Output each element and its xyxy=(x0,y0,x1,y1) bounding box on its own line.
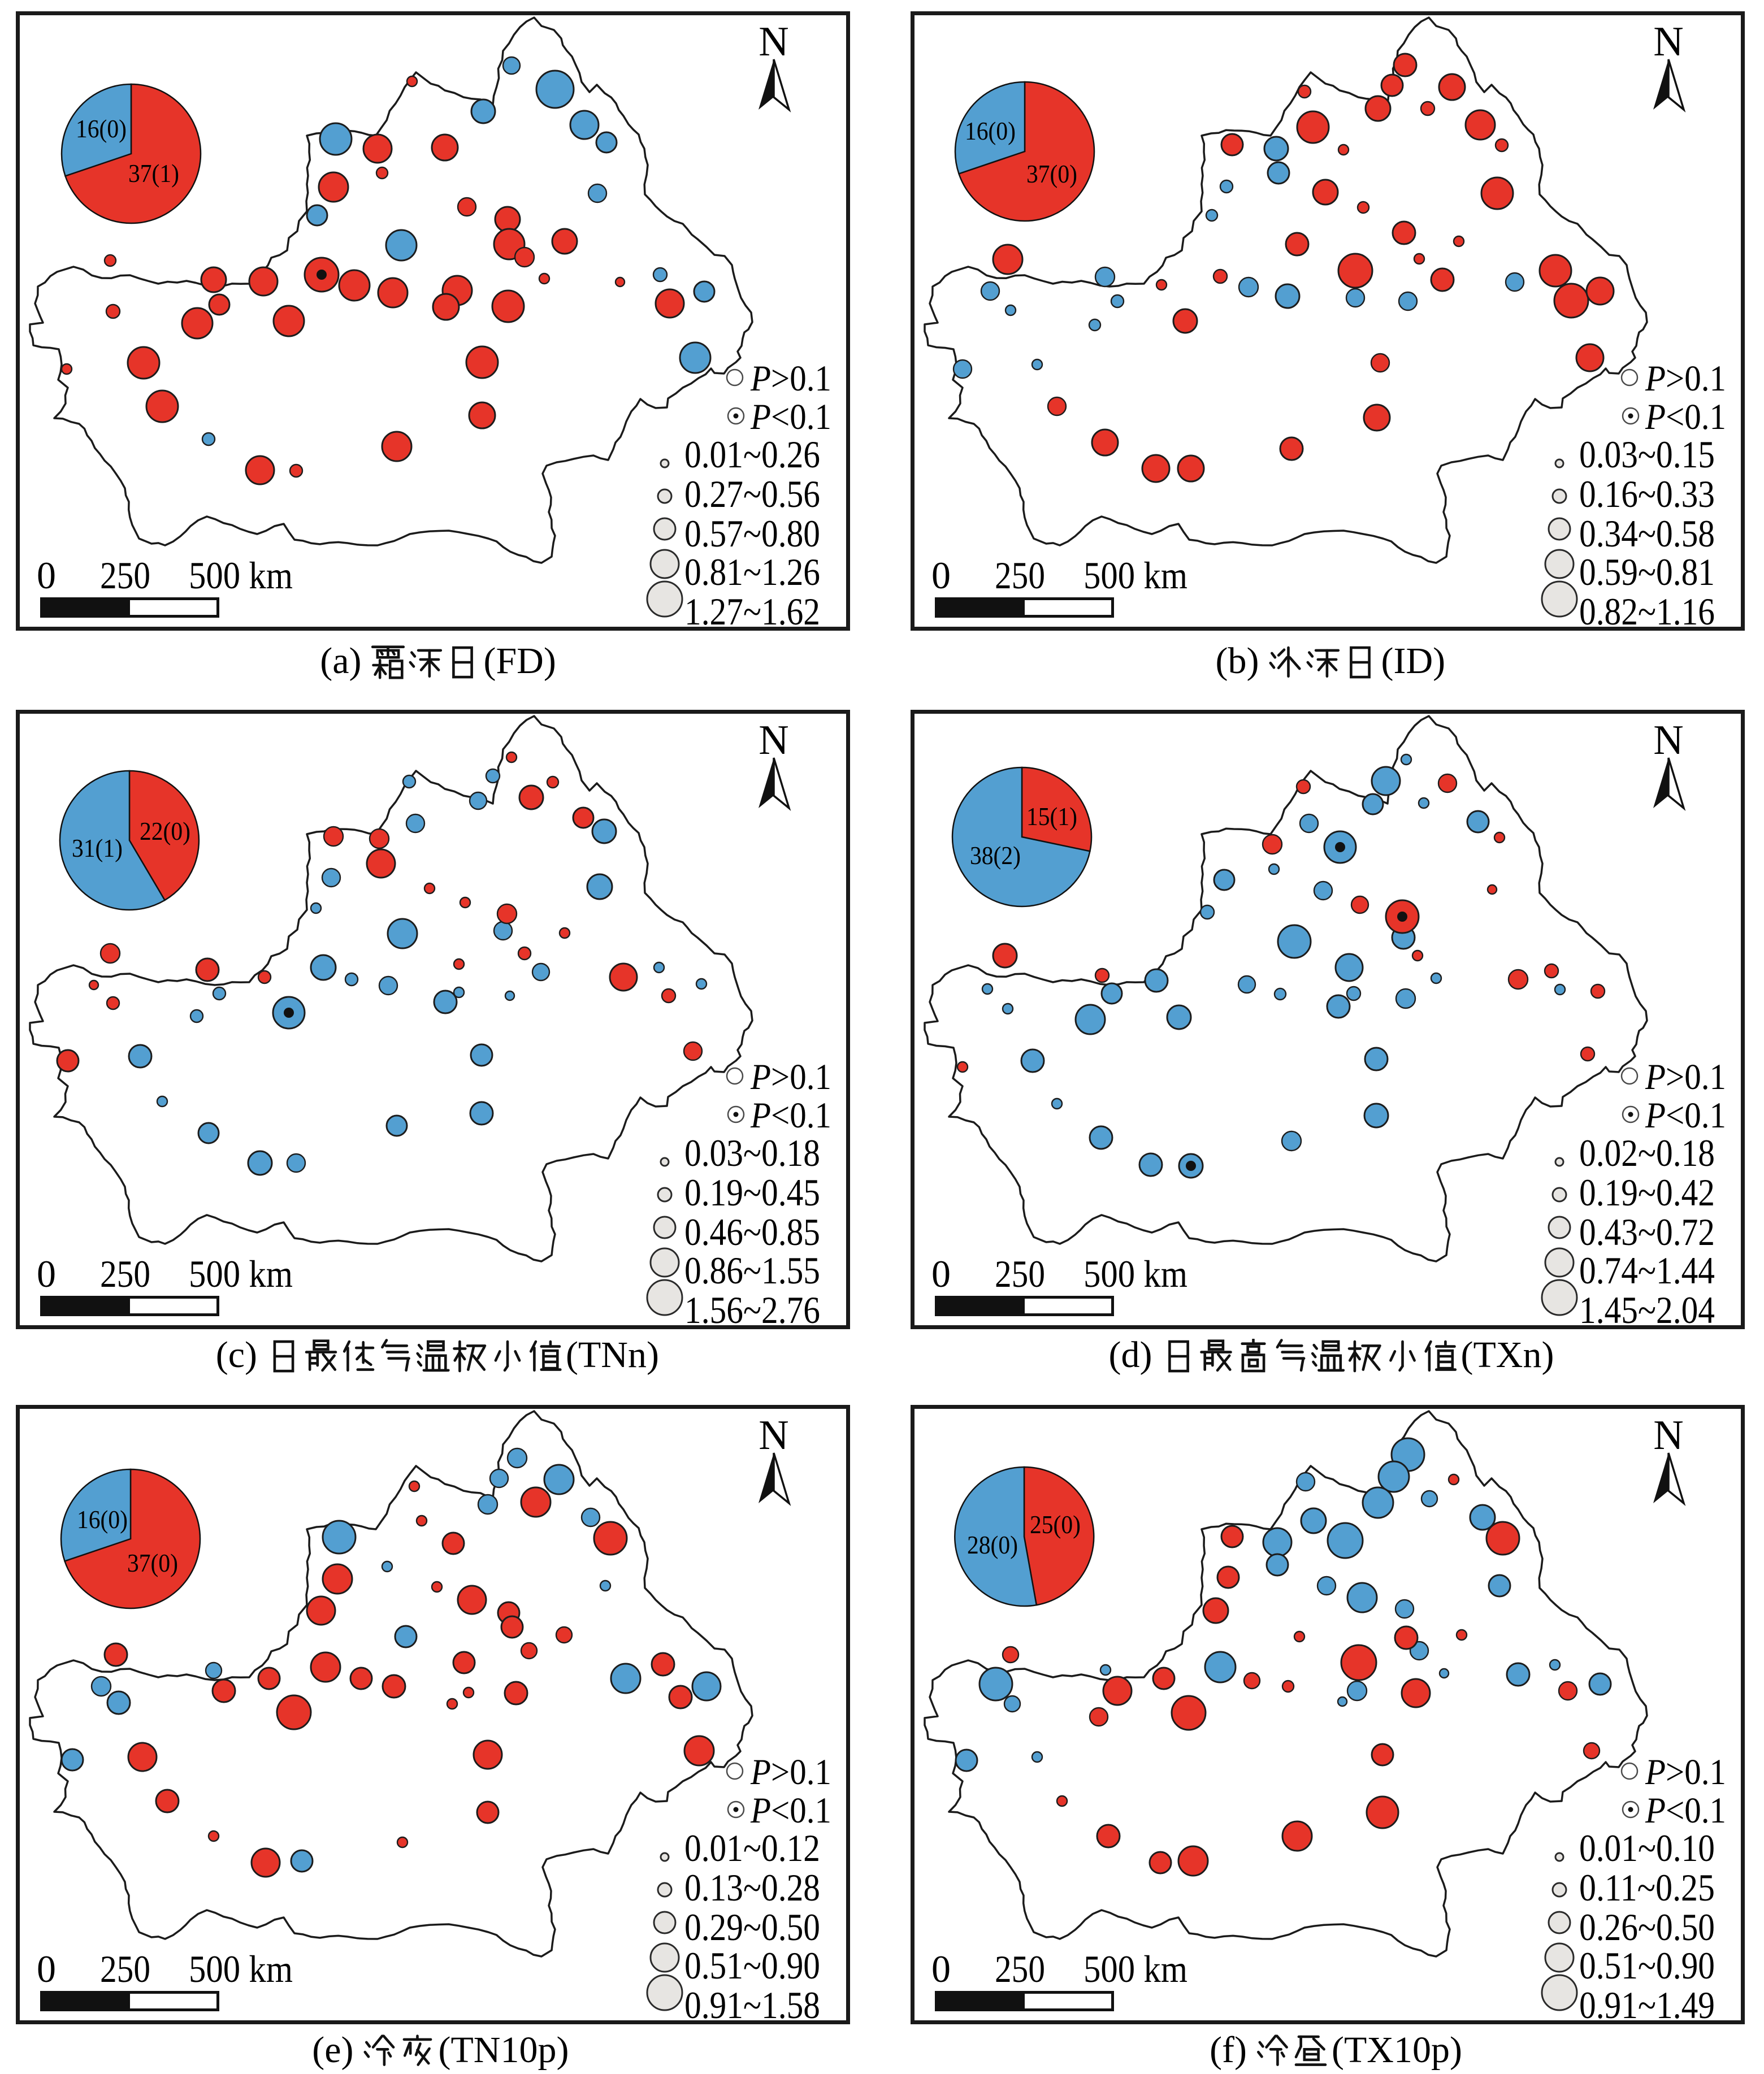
svg-text:16(0): 16(0) xyxy=(77,1505,128,1534)
svg-text:0.27~0.56: 0.27~0.56 xyxy=(684,472,820,515)
svg-text:0.51~0.90: 0.51~0.90 xyxy=(1579,1944,1715,1987)
svg-text:0.86~1.55: 0.86~1.55 xyxy=(684,1249,820,1292)
svg-text:1.27~1.62: 1.27~1.62 xyxy=(684,590,820,631)
svg-text:0.03~0.15: 0.03~0.15 xyxy=(1579,433,1715,476)
svg-text:38(2): 38(2) xyxy=(970,841,1021,870)
svg-text:(e): (e) xyxy=(312,2034,353,2071)
svg-text:0.03~0.18: 0.03~0.18 xyxy=(684,1131,820,1174)
svg-text:15(1): 15(1) xyxy=(1026,802,1077,831)
svg-text:0.16~0.33: 0.16~0.33 xyxy=(1579,472,1715,515)
svg-text:37(0): 37(0) xyxy=(127,1548,178,1577)
svg-text:0.01~0.12: 0.01~0.12 xyxy=(684,1826,820,1869)
svg-text:(a): (a) xyxy=(320,645,361,682)
svg-text:1.56~2.76: 1.56~2.76 xyxy=(684,1288,820,1329)
svg-text:0.29~0.50: 0.29~0.50 xyxy=(684,1906,820,1949)
svg-text:37(1): 37(1) xyxy=(128,159,179,188)
svg-text:0.26~0.50: 0.26~0.50 xyxy=(1579,1906,1715,1949)
svg-text:1.45~2.04: 1.45~2.04 xyxy=(1579,1288,1715,1329)
svg-text:25(0): 25(0) xyxy=(1030,1510,1081,1539)
svg-text:0.11~0.25: 0.11~0.25 xyxy=(1579,1866,1715,1909)
svg-text:0.91~1.49: 0.91~1.49 xyxy=(1579,1984,1715,2024)
svg-text:0.51~0.90: 0.51~0.90 xyxy=(684,1944,820,1987)
svg-text:(c): (c) xyxy=(216,1339,257,1376)
svg-text:16(0): 16(0) xyxy=(965,116,1016,145)
svg-text:31(1): 31(1) xyxy=(72,834,123,862)
svg-text:(TNn): (TNn) xyxy=(566,1339,659,1376)
svg-text:(FD): (FD) xyxy=(484,645,556,682)
svg-text:0.74~1.44: 0.74~1.44 xyxy=(1579,1249,1715,1292)
svg-text:(TX10p): (TX10p) xyxy=(1332,2034,1462,2071)
svg-text:0.19~0.42: 0.19~0.42 xyxy=(1579,1171,1715,1214)
svg-text:0.59~0.81: 0.59~0.81 xyxy=(1579,550,1715,593)
svg-text:37(0): 37(0) xyxy=(1026,159,1077,188)
svg-text:(f): (f) xyxy=(1210,2034,1247,2071)
svg-text:0.01~0.10: 0.01~0.10 xyxy=(1579,1826,1715,1869)
svg-text:(ID): (ID) xyxy=(1381,645,1446,682)
svg-text:0.81~1.26: 0.81~1.26 xyxy=(684,550,820,593)
svg-text:0.43~0.72: 0.43~0.72 xyxy=(1579,1210,1715,1253)
svg-text:0.01~0.26: 0.01~0.26 xyxy=(684,433,820,476)
svg-text:0.91~1.58: 0.91~1.58 xyxy=(684,1984,820,2024)
svg-text:(b): (b) xyxy=(1216,645,1259,682)
svg-text:0.57~0.80: 0.57~0.80 xyxy=(684,512,820,555)
svg-text:0.02~0.18: 0.02~0.18 xyxy=(1579,1131,1715,1174)
svg-text:0.82~1.16: 0.82~1.16 xyxy=(1579,590,1715,631)
svg-text:(TXn): (TXn) xyxy=(1461,1339,1554,1376)
svg-text:22(0): 22(0) xyxy=(140,817,190,845)
svg-text:0.13~0.28: 0.13~0.28 xyxy=(684,1866,820,1909)
svg-text:0.19~0.45: 0.19~0.45 xyxy=(684,1171,820,1214)
svg-text:0.46~0.85: 0.46~0.85 xyxy=(684,1210,820,1253)
svg-text:16(0): 16(0) xyxy=(76,114,127,143)
svg-text:(TN10p): (TN10p) xyxy=(439,2034,569,2071)
svg-text:28(0): 28(0) xyxy=(967,1530,1018,1559)
svg-text:(d): (d) xyxy=(1109,1339,1152,1376)
svg-text:0.34~0.58: 0.34~0.58 xyxy=(1579,512,1715,555)
